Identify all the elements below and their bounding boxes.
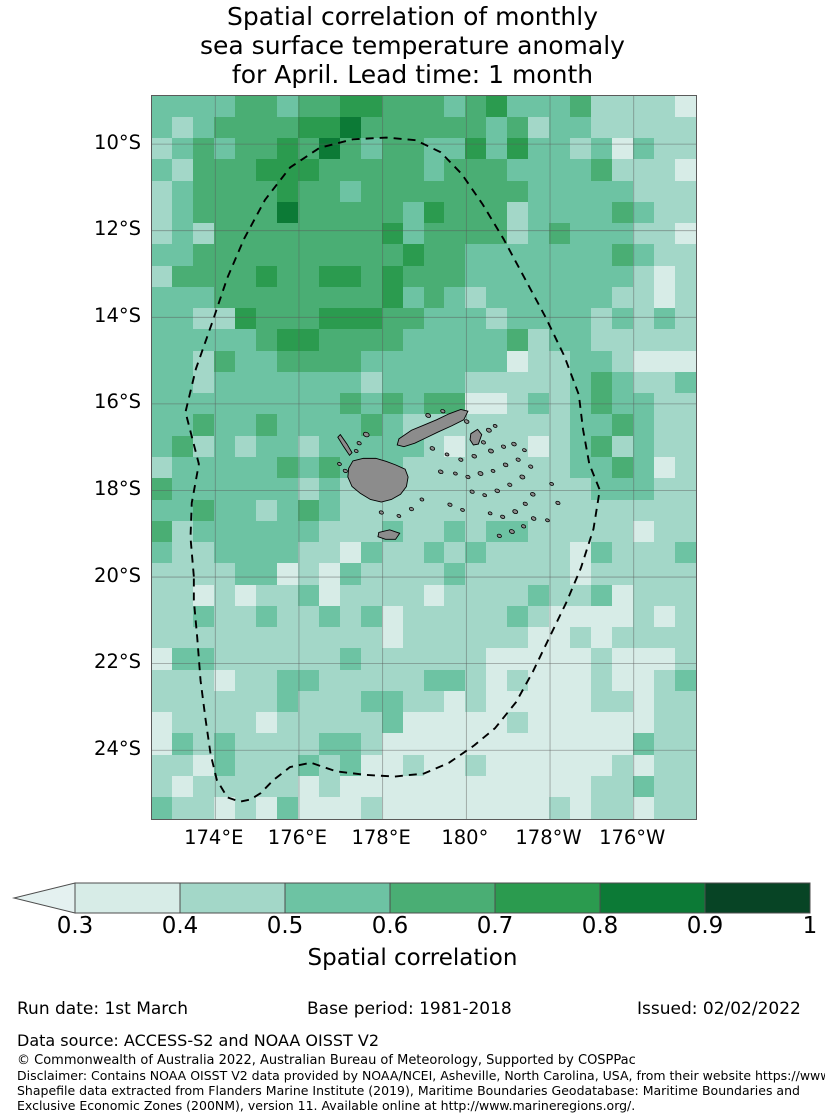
data-source-text: Data source: ACCESS-S2 and NOAA OISST V2	[17, 1031, 380, 1050]
x-tick-label: 176°E	[267, 826, 328, 849]
colorbar	[0, 878, 825, 930]
issued-date-text: Issued: 02/02/2022	[637, 999, 801, 1019]
y-tick-label: 10°S	[94, 130, 141, 154]
colorbar-canvas	[0, 878, 825, 930]
disclaimer-line-3: Exclusive Economic Zones (200NM), versio…	[17, 1098, 636, 1113]
colorbar-tick-label: 0.7	[476, 913, 514, 939]
colorbar-tick-label: 0.6	[371, 913, 409, 939]
base-period-text: Base period: 1981-2018	[307, 999, 512, 1019]
y-tick-label: 16°S	[94, 390, 141, 414]
colorbar-tick-label: 1	[802, 913, 818, 939]
colorbar-tick-label: 0.3	[56, 913, 94, 939]
copyright-text: © Commonwealth of Australia 2022, Austra…	[17, 1053, 636, 1068]
colorbar-tick-label: 0.5	[266, 913, 304, 939]
y-tick-label: 20°S	[94, 563, 141, 587]
y-tick-label: 24°S	[94, 736, 141, 760]
disclaimer-line-1: Disclaimer: Contains NOAA OISST V2 data …	[17, 1068, 825, 1083]
colorbar-tick-label: 0.4	[161, 913, 199, 939]
x-tick-label: 180°	[441, 826, 489, 849]
y-tick-label: 14°S	[94, 303, 141, 327]
disclaimer-line-2: Shapefile data extracted from Flanders M…	[17, 1083, 800, 1098]
x-tick-label: 178°E	[351, 826, 411, 849]
x-tick-label: 176°W	[599, 826, 666, 849]
map-axes	[151, 95, 697, 820]
colorbar-tick-label: 0.8	[581, 913, 619, 939]
chart-title: Spatial correlation of monthly sea surfa…	[200, 2, 625, 89]
correlation-heatmap-canvas	[152, 96, 696, 819]
colorbar-tick-label: 0.9	[686, 913, 724, 939]
run-date-text: Run date: 1st March	[17, 999, 189, 1019]
x-tick-label: 174°E	[184, 826, 244, 849]
y-tick-label: 12°S	[94, 217, 141, 241]
colorbar-label: Spatial correlation	[307, 945, 518, 971]
y-tick-label: 18°S	[94, 476, 141, 500]
y-tick-label: 22°S	[94, 650, 141, 674]
x-tick-label: 178°W	[515, 826, 582, 849]
